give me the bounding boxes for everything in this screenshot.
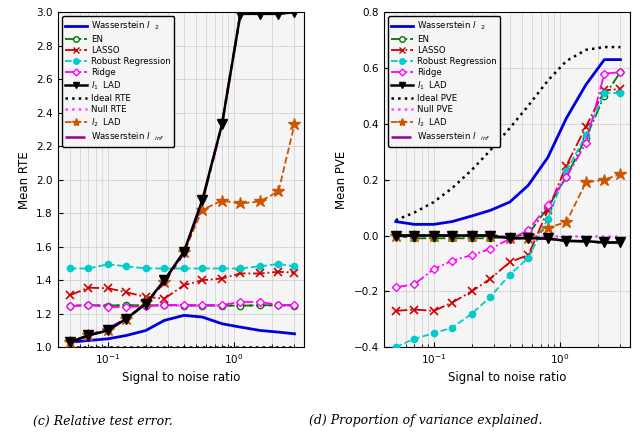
Text: (d) Proportion of variance explained.: (d) Proportion of variance explained. [309, 414, 542, 427]
Legend: Wasserstein $\it{l}$  $_{2}$, EN, LASSO, Robust Regression, Ridge, $\it{l}_1$  L: Wasserstein $\it{l}$ $_{2}$, EN, LASSO, … [388, 16, 500, 147]
Y-axis label: Mean PVE: Mean PVE [335, 151, 348, 209]
Y-axis label: Mean RTE: Mean RTE [17, 151, 31, 209]
Legend: Wasserstein $\it{l}$  $_{2}$, EN, LASSO, Robust Regression, Ridge, $\it{l}_1$  L: Wasserstein $\it{l}$ $_{2}$, EN, LASSO, … [62, 16, 174, 147]
X-axis label: Signal to noise ratio: Signal to noise ratio [122, 372, 240, 385]
Text: (c) Relative test error.: (c) Relative test error. [33, 414, 172, 427]
X-axis label: Signal to noise ratio: Signal to noise ratio [448, 372, 566, 385]
